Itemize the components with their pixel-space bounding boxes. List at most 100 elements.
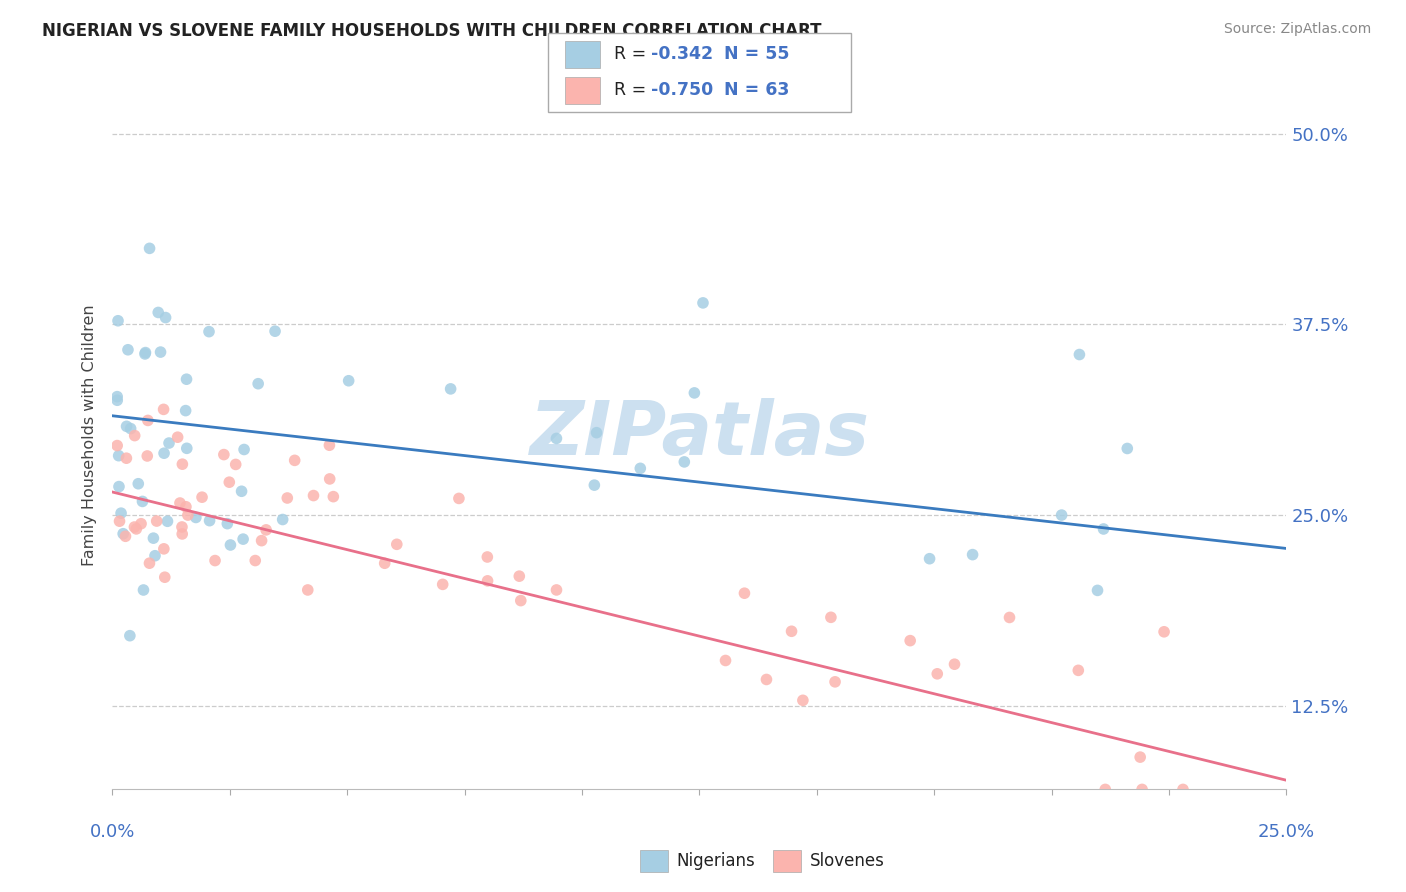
Point bbox=[546, 582, 568, 597]
Text: Slovenes: Slovenes bbox=[810, 852, 884, 871]
Point bbox=[108, 514, 131, 528]
Point bbox=[337, 374, 360, 388]
Point bbox=[792, 693, 814, 707]
Point bbox=[120, 421, 142, 435]
Text: N = 63: N = 63 bbox=[724, 81, 789, 99]
Point bbox=[918, 551, 941, 566]
Point bbox=[755, 673, 778, 687]
Point bbox=[276, 491, 298, 505]
Point bbox=[233, 442, 256, 457]
Point bbox=[115, 451, 138, 466]
Text: ZIPatlas: ZIPatlas bbox=[530, 399, 869, 471]
Point bbox=[692, 296, 714, 310]
Text: R =: R = bbox=[614, 81, 652, 99]
Point bbox=[153, 541, 176, 556]
Text: -0.342: -0.342 bbox=[651, 45, 713, 63]
Point bbox=[302, 489, 325, 503]
Point bbox=[440, 382, 463, 396]
Point bbox=[118, 629, 141, 643]
Point bbox=[962, 548, 984, 562]
Point bbox=[176, 372, 198, 386]
Text: 0.0%: 0.0% bbox=[90, 823, 135, 841]
Point bbox=[385, 537, 408, 551]
Point bbox=[673, 455, 696, 469]
Point bbox=[110, 506, 132, 520]
Point bbox=[172, 457, 194, 471]
Point bbox=[477, 549, 499, 564]
Point bbox=[138, 241, 160, 255]
Point bbox=[1092, 522, 1115, 536]
Text: 25.0%: 25.0% bbox=[1258, 823, 1315, 841]
Point bbox=[508, 569, 530, 583]
Point bbox=[714, 653, 737, 667]
Point bbox=[138, 556, 160, 570]
Point bbox=[105, 390, 128, 404]
Point bbox=[1130, 782, 1153, 797]
Point bbox=[1153, 624, 1175, 639]
Point bbox=[898, 633, 921, 648]
Text: R =: R = bbox=[614, 45, 652, 63]
Text: Nigerians: Nigerians bbox=[676, 852, 755, 871]
Point bbox=[153, 570, 176, 584]
Point bbox=[107, 449, 129, 463]
Point bbox=[432, 577, 454, 591]
Point bbox=[174, 403, 197, 417]
Point bbox=[1116, 442, 1139, 456]
Point bbox=[124, 428, 146, 442]
Point bbox=[204, 553, 226, 567]
Point bbox=[297, 582, 319, 597]
Point bbox=[1129, 750, 1152, 764]
Point bbox=[170, 520, 193, 534]
Y-axis label: Family Households with Children: Family Households with Children bbox=[82, 304, 97, 566]
Point bbox=[198, 514, 221, 528]
Point bbox=[225, 458, 247, 472]
Point bbox=[169, 496, 191, 510]
Point bbox=[319, 472, 342, 486]
Text: NIGERIAN VS SLOVENE FAMILY HOUSEHOLDS WITH CHILDREN CORRELATION CHART: NIGERIAN VS SLOVENE FAMILY HOUSEHOLDS WI… bbox=[42, 22, 821, 40]
Point bbox=[108, 480, 131, 494]
Point bbox=[114, 529, 136, 543]
Point bbox=[247, 376, 270, 391]
Point bbox=[628, 461, 651, 475]
Point bbox=[218, 475, 240, 490]
Point bbox=[157, 436, 180, 450]
Point bbox=[245, 553, 267, 567]
Text: N = 55: N = 55 bbox=[724, 45, 790, 63]
Point bbox=[322, 490, 344, 504]
Point bbox=[284, 453, 307, 467]
Point bbox=[155, 310, 177, 325]
Point bbox=[136, 449, 159, 463]
Point bbox=[1067, 664, 1090, 678]
Point bbox=[198, 325, 221, 339]
Point bbox=[546, 432, 568, 446]
Point bbox=[105, 393, 128, 408]
Point bbox=[477, 574, 499, 588]
Text: -0.750: -0.750 bbox=[651, 81, 713, 99]
Point bbox=[156, 514, 179, 528]
Point bbox=[231, 484, 253, 499]
Point bbox=[153, 446, 176, 460]
Text: Source: ZipAtlas.com: Source: ZipAtlas.com bbox=[1223, 22, 1371, 37]
Point bbox=[780, 624, 803, 639]
Point bbox=[172, 527, 194, 541]
Point bbox=[131, 494, 153, 508]
Point bbox=[166, 430, 188, 444]
Point bbox=[117, 343, 139, 357]
Point bbox=[212, 448, 235, 462]
Point bbox=[1094, 782, 1116, 797]
Point bbox=[174, 500, 197, 514]
Point bbox=[107, 314, 129, 328]
Point bbox=[125, 522, 148, 536]
Point bbox=[1050, 508, 1073, 522]
Point bbox=[112, 526, 135, 541]
Point bbox=[447, 491, 470, 506]
Point bbox=[142, 531, 165, 545]
Point bbox=[232, 532, 254, 546]
Point bbox=[115, 419, 138, 434]
Point bbox=[250, 533, 273, 548]
Point bbox=[219, 538, 242, 552]
Point bbox=[585, 425, 607, 440]
Point bbox=[176, 442, 198, 456]
Point bbox=[134, 345, 156, 359]
Point bbox=[820, 610, 842, 624]
